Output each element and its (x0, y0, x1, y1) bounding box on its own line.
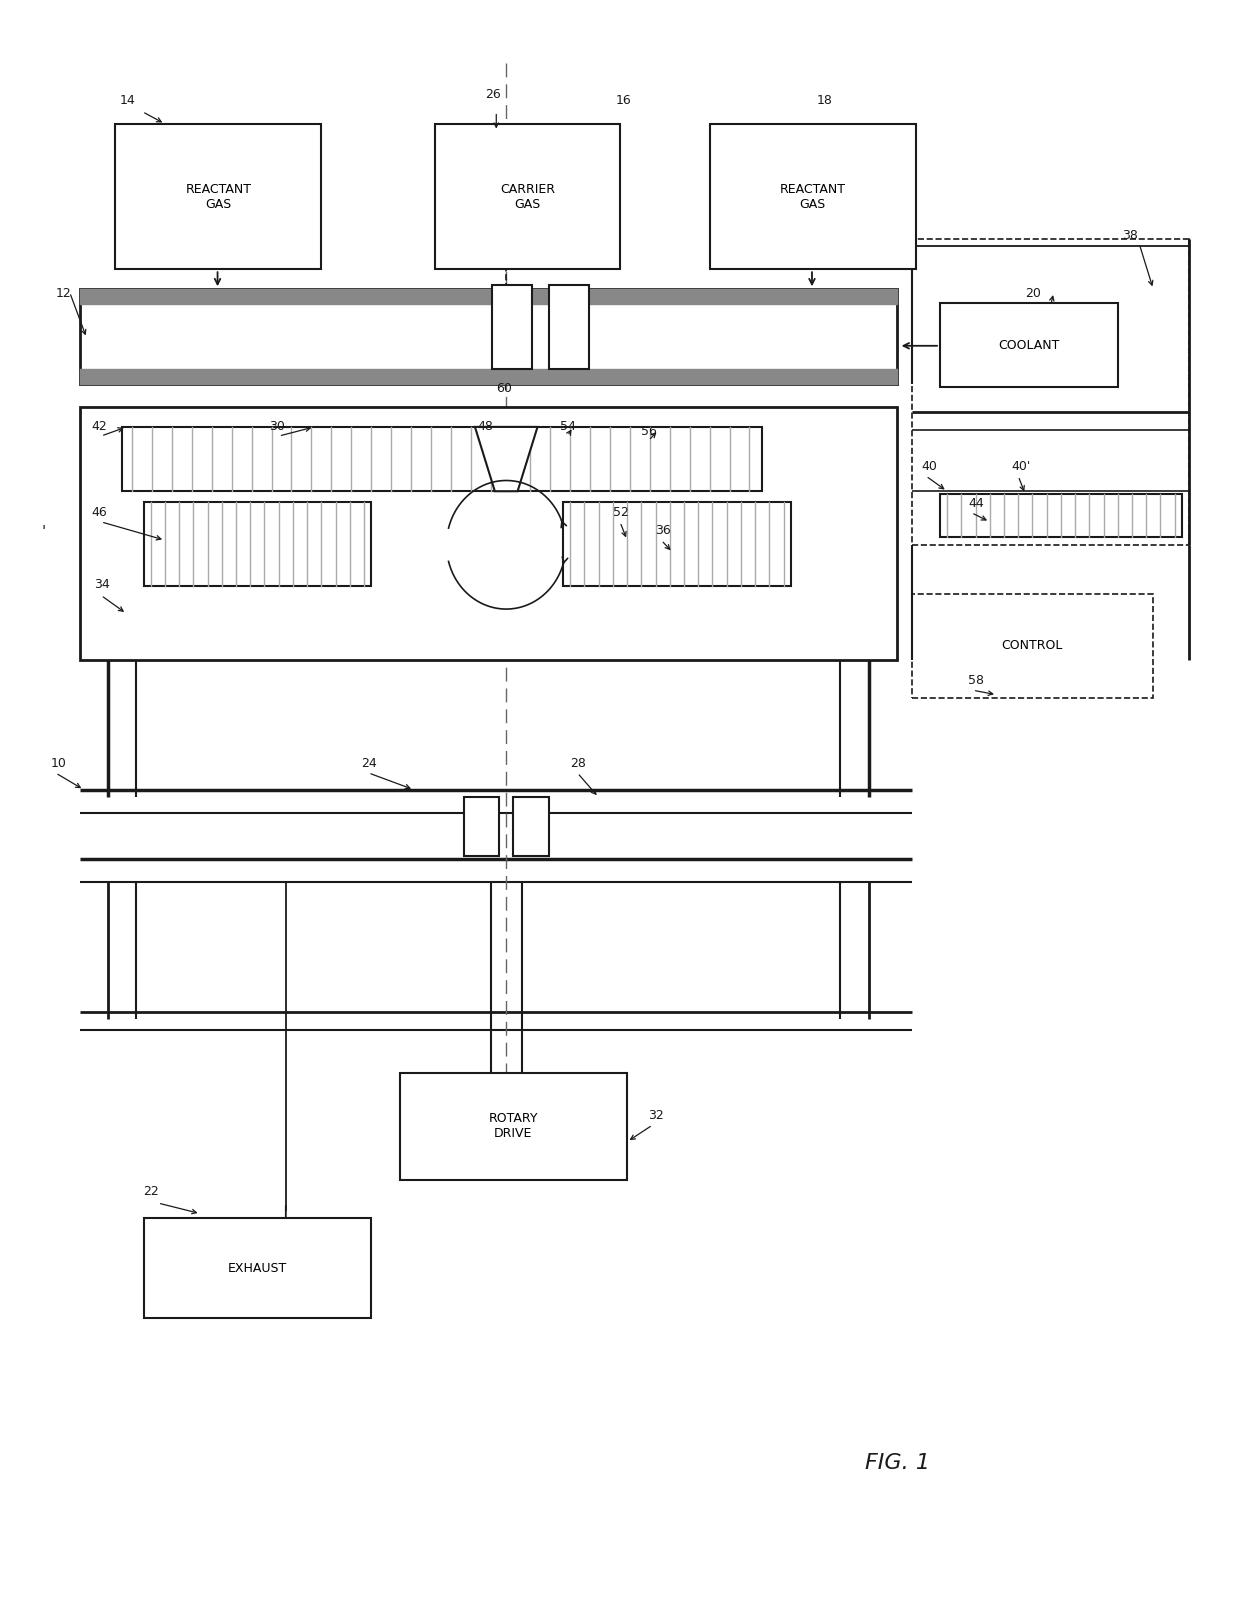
Text: 20: 20 (1025, 287, 1042, 299)
Text: 28: 28 (570, 757, 587, 770)
Bar (123, 427, 763, 491)
Bar (709, 124, 916, 269)
Bar (144, 502, 371, 586)
Bar (940, 494, 1182, 538)
Text: 10: 10 (51, 757, 67, 770)
Text: 26: 26 (485, 89, 501, 101)
Text: REACTANT
GAS: REACTANT GAS (780, 182, 846, 211)
Text: CARRIER
GAS: CARRIER GAS (500, 182, 556, 211)
Text: REACTANT
GAS: REACTANT GAS (185, 182, 252, 211)
Bar (79, 407, 898, 660)
Text: 32: 32 (649, 1109, 665, 1122)
Polygon shape (475, 427, 537, 491)
Bar (464, 797, 500, 855)
Bar (513, 797, 549, 855)
Text: 44: 44 (968, 496, 985, 510)
Text: 48: 48 (477, 420, 494, 433)
Text: FIG. 1: FIG. 1 (864, 1454, 930, 1473)
Text: 58: 58 (968, 675, 985, 687)
Bar (144, 1219, 371, 1317)
Bar (563, 502, 791, 586)
Text: 36: 36 (656, 525, 671, 538)
Bar (115, 124, 321, 269)
Text: 30: 30 (269, 420, 285, 433)
Bar (911, 238, 1189, 544)
Bar (492, 285, 532, 369)
Text: 54: 54 (560, 420, 577, 433)
Bar (79, 290, 898, 385)
Text: ': ' (41, 525, 46, 539)
Text: 40': 40' (1011, 460, 1030, 473)
Text: 60: 60 (496, 382, 512, 394)
Text: 46: 46 (91, 506, 107, 518)
Text: 40: 40 (921, 460, 937, 473)
Text: 18: 18 (816, 93, 832, 106)
Text: COOLANT: COOLANT (998, 338, 1059, 351)
Bar (549, 285, 589, 369)
Text: EXHAUST: EXHAUST (228, 1262, 286, 1275)
Text: 14: 14 (119, 93, 135, 106)
Text: 34: 34 (94, 578, 109, 591)
Text: CONTROL: CONTROL (1002, 639, 1063, 652)
Text: 22: 22 (144, 1185, 160, 1198)
Text: 12: 12 (56, 287, 71, 299)
Text: ROTARY
DRIVE: ROTARY DRIVE (489, 1113, 538, 1140)
Bar (435, 124, 620, 269)
Bar (940, 303, 1117, 386)
Text: 38: 38 (1122, 229, 1138, 242)
Text: 42: 42 (91, 420, 107, 433)
Bar (399, 1072, 627, 1180)
Text: 16: 16 (616, 93, 631, 106)
Text: 24: 24 (361, 757, 377, 770)
Bar (911, 594, 1153, 697)
Text: 56: 56 (641, 425, 657, 438)
Text: 52: 52 (613, 506, 629, 518)
